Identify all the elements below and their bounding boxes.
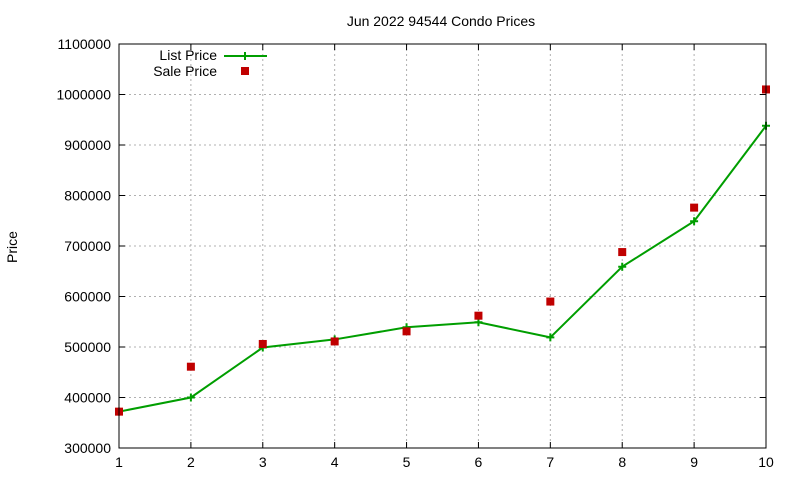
- x-tick-label: 8: [618, 454, 626, 470]
- y-axis-label: Price: [4, 231, 20, 263]
- list-price-line: [118, 125, 767, 413]
- x-tick-label: 7: [546, 454, 554, 470]
- y-tick-label: 500000: [64, 339, 111, 355]
- y-tick-label: 600000: [64, 289, 111, 305]
- y-tick-label: 400000: [64, 390, 111, 406]
- legend-label-sale-price: Sale Price: [153, 63, 217, 79]
- legend-swatch-sale-price: [241, 67, 249, 75]
- y-tick-label: 900000: [64, 137, 111, 153]
- sale-price-point: [186, 362, 195, 371]
- series-layer: [115, 85, 770, 416]
- x-tick-label: 3: [259, 454, 267, 470]
- list-price-point: [690, 217, 699, 226]
- x-tick-label: 4: [331, 454, 339, 470]
- x-tick-label: 1: [115, 454, 123, 470]
- y-tick-label: 300000: [64, 440, 111, 456]
- sale-price-point: [690, 203, 699, 212]
- chart-title: Jun 2022 94544 Condo Prices: [347, 13, 535, 29]
- list-price-point: [546, 333, 555, 342]
- sale-price-point: [258, 339, 267, 348]
- x-tick-label: 9: [690, 454, 698, 470]
- legend-swatch-list-price-marker: [241, 52, 249, 60]
- y-tick-label: 1000000: [56, 87, 111, 103]
- y-tick-label: 800000: [64, 188, 111, 204]
- plot-frame: [118, 43, 767, 449]
- sale-price-point: [546, 297, 555, 306]
- list-price-point: [618, 262, 627, 271]
- x-tick-label: 10: [758, 454, 774, 470]
- list-price-point: [186, 393, 195, 402]
- sale-price-point: [618, 248, 627, 257]
- y-tick-label: 1100000: [58, 36, 112, 52]
- sale-price-point: [330, 337, 339, 346]
- axis-ticks: 1 2 3 4 5 6 7 8 9 10 300000 400000 500000 600000 70000…: [56, 36, 774, 470]
- sale-price-point: [474, 311, 483, 320]
- x-tick-label: 5: [403, 454, 411, 470]
- x-tick-label: 2: [187, 454, 195, 470]
- x-tick-label: 6: [475, 454, 483, 470]
- y-tick-label: 700000: [64, 238, 111, 254]
- sale-price-point: [402, 327, 411, 336]
- grid: [119, 44, 766, 448]
- legend-label-list-price: List Price: [159, 47, 217, 63]
